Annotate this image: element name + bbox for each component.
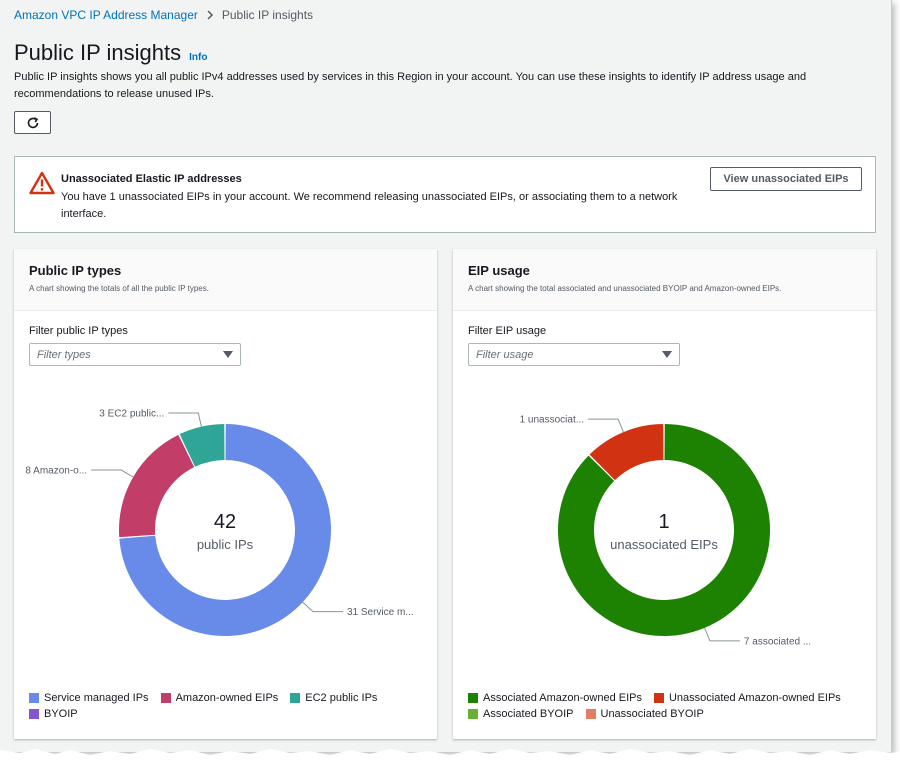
breadcrumb: Amazon VPC IP Address Manager Public IP … [14, 8, 313, 22]
breadcrumb-current: Public IP insights [221, 8, 314, 22]
legend-item-associated-byoip[interactable]: Associated BYOIP [468, 708, 574, 720]
leader-line [588, 418, 624, 433]
panel-subtitle: A chart showing the totals of all the pu… [29, 284, 209, 293]
donut-slice-associated-amazon-owned-eips[interactable] [558, 424, 770, 636]
leader-line [91, 469, 134, 478]
eip-usage-donut-chart: 7 associated ... 1 unassociat... 1 unassoci… [520, 415, 812, 648]
leader-line [168, 412, 202, 427]
legend-label: Associated BYOIP [483, 708, 574, 720]
eip-usage-panel: EIP usage A chart showing the total asso… [453, 249, 876, 739]
legend-swatch [29, 693, 39, 703]
slice-label: 31 Service m... [347, 607, 414, 618]
legend-swatch [290, 693, 301, 703]
panel-header: EIP usage A chart showing the total asso… [453, 249, 876, 311]
panel-subtitle: A chart showing the total associated and… [468, 284, 782, 293]
slice-label: 7 associated ... [744, 636, 811, 647]
chevron-right-icon [207, 10, 213, 20]
panel-header: Public IP types A chart showing the tota… [14, 249, 437, 311]
legend-item-amazon-owned-eips[interactable]: Amazon-owned EIPs [160, 692, 279, 704]
panel-title: EIP usage [468, 263, 530, 278]
slice-label: 3 EC2 public... [99, 409, 164, 420]
legend-label: Service managed IPs [44, 692, 149, 704]
donut-center-label: public IPs [197, 537, 254, 552]
legend-swatch [160, 693, 171, 703]
legend-label: Unassociated BYOIP [600, 708, 704, 720]
view-unassociated-eips-button[interactable]: View unassociated EIPs [710, 167, 862, 191]
legend-item-unassociated-amazon-owned-eips[interactable]: Unassociated Amazon-owned EIPs [653, 692, 841, 704]
legend-swatch [585, 709, 596, 719]
warning-alert: Unassociated Elastic IP addresses You ha… [14, 156, 876, 233]
page-title-row: Public IP insights Info [14, 40, 207, 66]
torn-edge [0, 749, 900, 767]
filter-usage-select[interactable]: Filter usage [468, 343, 680, 366]
legend-swatch [653, 693, 664, 703]
legend-label: BYOIP [44, 708, 78, 720]
legend-label: Associated Amazon-owned EIPs [483, 692, 642, 704]
legend-item-ec2-public-ips[interactable]: EC2 public IPs [290, 692, 377, 704]
caret-down-icon [662, 351, 672, 358]
donut-center-value: 1 [658, 511, 669, 533]
public-ip-types-donut-chart: 31 Service m... 8 Amazon-o... 3 EC2 public… [25, 409, 414, 636]
panel-title: Public IP types [29, 263, 122, 278]
chart-legend: Service managed IPs Amazon-owned EIPs EC2 … [29, 692, 429, 720]
page-title: Public IP insights [14, 40, 182, 65]
warning-icon [29, 171, 55, 195]
donut-center-value: 42 [214, 511, 236, 533]
legend-swatch [468, 693, 478, 703]
breadcrumb-parent-link[interactable]: Amazon VPC IP Address Manager [14, 8, 198, 22]
legend-item-service-managed-ips[interactable]: Service managed IPs [29, 692, 149, 704]
legend-label: EC2 public IPs [305, 692, 378, 704]
chart-legend: Associated Amazon-owned EIPs Unassociated… [468, 692, 868, 720]
filter-placeholder: Filter usage [476, 348, 534, 361]
slice-label: 1 unassociat... [520, 415, 584, 426]
refresh-button[interactable] [14, 111, 51, 134]
legend-label: Unassociated Amazon-owned EIPs [668, 692, 841, 704]
info-link[interactable]: Info [189, 52, 208, 63]
filter-label: Filter public IP types [29, 325, 128, 337]
legend-item-byoip[interactable]: BYOIP [29, 708, 78, 720]
leader-line [704, 627, 740, 642]
refresh-icon [27, 116, 38, 128]
donut-slice-service-managed-ips[interactable] [119, 424, 331, 636]
filter-placeholder: Filter types [37, 348, 91, 361]
slice-label: 8 Amazon-o... [25, 466, 87, 477]
alert-title: Unassociated Elastic IP addresses [61, 173, 242, 185]
legend-swatch [29, 709, 39, 719]
legend-label: Amazon-owned EIPs [175, 692, 279, 704]
public-ip-types-panel: Public IP types A chart showing the tota… [14, 249, 437, 739]
legend-item-associated-amazon-owned-eips[interactable]: Associated Amazon-owned EIPs [468, 692, 642, 704]
legend-swatch [468, 709, 478, 719]
donut-slice-unassociated-amazon-owned-eips[interactable] [589, 424, 664, 481]
legend-item-unassociated-byoip[interactable]: Unassociated BYOIP [585, 708, 704, 720]
leader-line [302, 601, 343, 613]
donut-slice-amazon-owned-eips[interactable] [119, 434, 195, 538]
filter-label: Filter EIP usage [468, 325, 547, 337]
donut-slice-ec2-public-ips[interactable] [179, 424, 225, 467]
caret-down-icon [223, 351, 233, 358]
page-frame: Amazon VPC IP Address Manager Public IP … [0, 0, 892, 752]
alert-body: You have 1 unassociated EIPs in your acc… [61, 191, 678, 220]
page-description: Public IP insights shows you all public … [14, 71, 807, 100]
donut-center-label: unassociated EIPs [610, 537, 718, 552]
filter-types-select[interactable]: Filter types [29, 343, 241, 366]
